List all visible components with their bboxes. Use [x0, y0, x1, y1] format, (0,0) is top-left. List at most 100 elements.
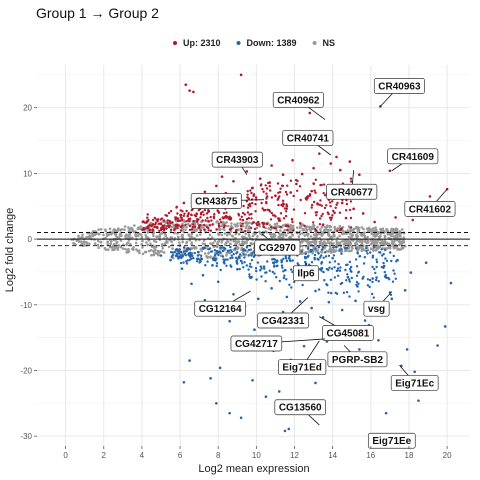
- ns-point: [127, 229, 131, 233]
- up-point: [146, 216, 149, 219]
- down-point: [195, 257, 199, 261]
- down-point: [350, 270, 353, 273]
- down-point: [178, 248, 181, 251]
- ns-point: [248, 221, 251, 225]
- ns-point: [127, 248, 130, 251]
- up-point: [240, 215, 243, 218]
- ns-point: [309, 229, 312, 232]
- ns-point: [157, 251, 161, 254]
- up-point: [289, 191, 292, 194]
- up-point: [247, 197, 250, 200]
- ns-point: [138, 227, 142, 231]
- ns-point: [152, 234, 155, 237]
- ns-point: [306, 234, 309, 237]
- up-point: [277, 217, 281, 221]
- down-point: [345, 291, 349, 294]
- ns-point: [350, 228, 354, 232]
- ns-point: [110, 240, 113, 243]
- ns-point: [147, 249, 151, 253]
- up-point: [281, 184, 285, 188]
- x-tick-label: 8: [216, 451, 221, 460]
- ns-point: [347, 235, 351, 239]
- down-point: [256, 297, 260, 301]
- down-point: [265, 271, 268, 274]
- ns-point: [303, 234, 307, 237]
- up-point: [335, 203, 338, 206]
- up-point: [176, 217, 180, 220]
- ns-point: [93, 233, 97, 236]
- ns-point: [196, 222, 200, 226]
- ns-point: [248, 229, 252, 233]
- ns-point: [106, 240, 109, 243]
- up-point: [183, 212, 186, 215]
- ns-point: [108, 245, 112, 249]
- x-tick-label: 18: [405, 451, 414, 460]
- up-point: [255, 222, 258, 225]
- ns-point: [298, 232, 302, 236]
- down-point: [340, 248, 343, 251]
- down-point: [200, 257, 204, 261]
- up-point: [160, 217, 164, 220]
- up-point: [188, 224, 192, 228]
- ns-point: [97, 246, 100, 249]
- up-point: [281, 199, 285, 202]
- down-point: [348, 295, 351, 298]
- gene-label-text: Eig71Ec: [395, 378, 434, 389]
- ns-point: [146, 243, 149, 247]
- down-point: [348, 278, 351, 281]
- ns-point: [279, 233, 282, 236]
- down-point: [221, 255, 225, 258]
- gene-label-text: Eig71Ed: [282, 363, 321, 374]
- ns-point: [149, 242, 152, 245]
- ns-point: [106, 248, 110, 251]
- down-point: [320, 269, 323, 272]
- ns-point: [127, 226, 130, 229]
- up-point: [164, 214, 167, 217]
- up-point: [219, 221, 223, 224]
- up-point: [216, 209, 219, 212]
- up-point: [298, 185, 302, 188]
- up-point: [279, 212, 283, 215]
- ns-point: [163, 232, 167, 236]
- down-point: [346, 273, 349, 276]
- down-point: [443, 325, 447, 328]
- up-point: [296, 189, 299, 192]
- ns-point: [187, 233, 190, 236]
- down-point: [310, 306, 313, 310]
- up-point: [199, 213, 203, 216]
- up-point: [145, 226, 148, 229]
- down-point: [328, 266, 331, 269]
- down-point: [393, 272, 396, 275]
- down-point: [171, 251, 174, 254]
- up-point: [320, 204, 323, 207]
- down-point: [342, 291, 346, 294]
- up-point: [292, 229, 295, 232]
- up-point: [276, 182, 280, 185]
- up-point: [338, 168, 342, 172]
- up-point: [264, 184, 267, 187]
- down-point: [385, 259, 389, 262]
- ns-point: [193, 246, 197, 249]
- ns-point: [372, 227, 375, 230]
- up-point: [259, 184, 263, 187]
- up-point: [190, 228, 194, 231]
- x-tick-label: 0: [63, 451, 68, 460]
- down-point: [177, 257, 180, 260]
- down-point: [350, 265, 353, 269]
- x-axis-label: Log2 mean expression: [198, 463, 309, 475]
- ns-point: [236, 222, 239, 225]
- ns-point: [371, 239, 375, 243]
- down-point: [375, 260, 379, 264]
- down-point: [202, 247, 205, 250]
- down-point: [259, 269, 262, 272]
- down-point: [307, 246, 310, 250]
- down-point: [319, 267, 323, 270]
- down-point: [260, 267, 263, 270]
- up-point: [245, 170, 249, 173]
- down-point: [288, 283, 291, 286]
- down-point: [222, 246, 226, 249]
- up-point: [222, 212, 226, 215]
- ns-point: [333, 250, 337, 253]
- up-point: [245, 200, 248, 203]
- down-point: [382, 261, 385, 265]
